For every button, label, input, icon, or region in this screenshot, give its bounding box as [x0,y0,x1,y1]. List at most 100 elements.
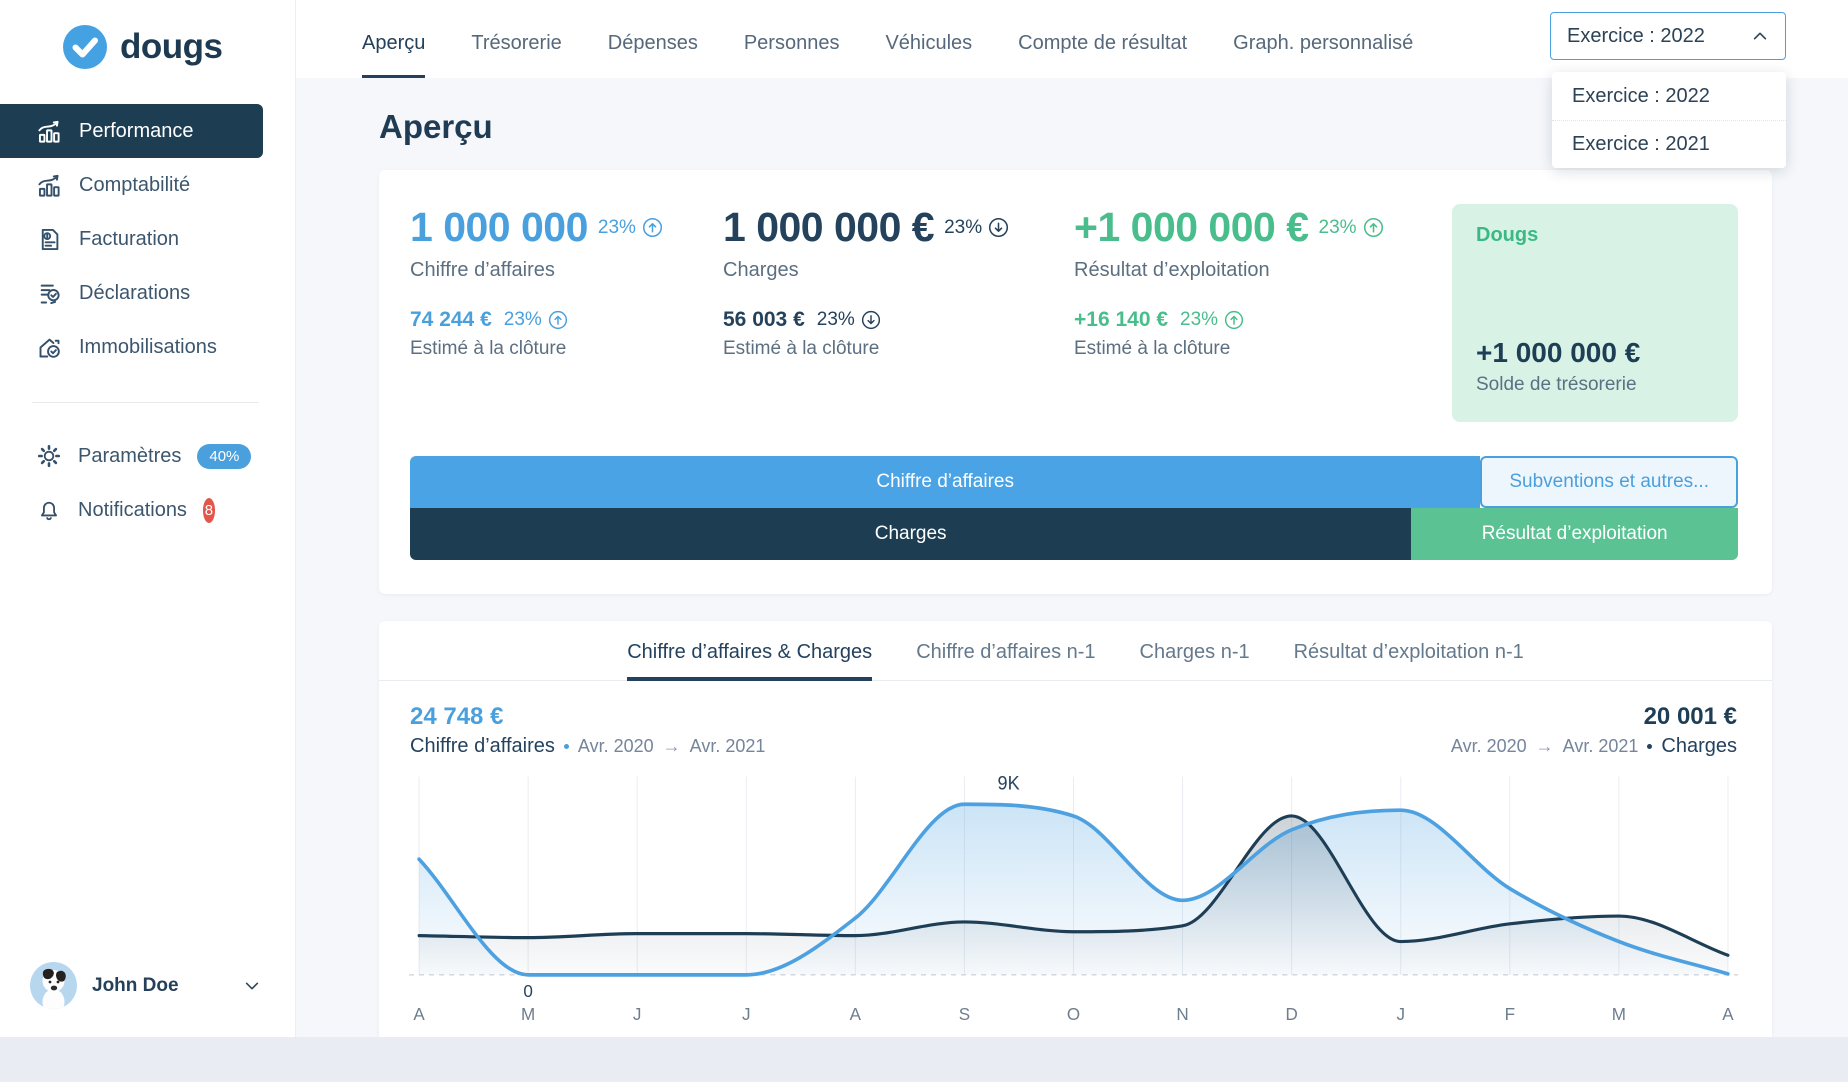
trend-down-circle-icon [861,310,881,330]
chevron-up-icon [1751,27,1769,45]
stat-change: 23% [1318,216,1357,238]
tab-personnes[interactable]: Personnes [743,32,840,54]
stat-value: 1 000 000 [410,204,588,250]
sidebar-item-label: Déclarations [79,281,191,304]
dot-separator [563,744,569,749]
legend-series-name: Chiffre d’affaires [410,735,555,757]
estimate-label: Estimé à la clôture [1074,338,1231,359]
trend-up-circle-icon [642,217,663,238]
trend-up-circle-icon [1224,310,1244,330]
house-check-icon [36,334,63,361]
legend-charges: 20 001 € Avr. 2020 → Avr. 2021 Charges [1451,703,1737,758]
chart-tab-resultat-n1[interactable]: Résultat d’exploitation n-1 [1293,640,1524,663]
chart-tab-ca-charges[interactable]: Chiffre d’affaires & Charges [627,621,873,681]
exercice-select-button[interactable]: Exercice : 2022 [1550,12,1786,60]
legend-chiffre-daffaires: 24 748 € Chiffre d’affaires Avr. 2020 → … [410,703,765,758]
desktop-background-strip [0,1037,1848,1082]
stat-label: Résultat d’exploitation [1074,259,1270,281]
chart-tabs: Chiffre d’affaires & Charges Chiffre d’a… [379,621,1772,681]
tab-compte-de-resultat[interactable]: Compte de résultat [1018,32,1188,54]
chart-card: Chiffre d’affaires & Charges Chiffre d’a… [379,621,1772,1037]
estimate-value: 74 244 € [410,308,492,331]
bar-segment-resultat[interactable]: Résultat d’exploitation [1411,508,1738,560]
svg-text:J: J [742,1004,751,1024]
stat-change: 23% [597,216,636,238]
arrow-right-icon: → [662,736,681,756]
sidebar-item-label: Performance [79,119,194,142]
stat-resultat-exploitation: +1 000 000 € 23% Résultat d’exploitation… [1074,204,1448,422]
trend-down-circle-icon [988,217,1009,238]
revenue-bar-row: Chiffre d’affaires Subventions et autres… [410,456,1738,508]
sidebar-item-facturation[interactable]: Facturation [0,212,263,266]
estimate-value: +16 140 € [1074,308,1169,331]
bar-segment-chiffre-daffaires[interactable]: Chiffre d’affaires [410,456,1481,508]
exercice-option-2021[interactable]: Exercice : 2021 [1552,120,1786,168]
svg-text:A: A [1722,1004,1734,1024]
treasury-label: Solde de trésorerie [1476,374,1637,395]
bar-chart-icon [36,118,63,145]
treasury-value: +1 000 000 € [1476,337,1641,368]
estimate-change: 23% [1180,309,1219,330]
stat-label: Chiffre d’affaires [410,259,555,281]
exercice-selected-value: Exercice : 2022 [1567,24,1705,47]
chart-tab-ca-n1[interactable]: Chiffre d’affaires n-1 [916,640,1096,663]
sidebar-item-label: Facturation [79,227,180,250]
legend-value: 24 748 € [410,703,504,730]
sidebar-item-label: Comptabilité [79,173,191,196]
arrow-right-icon: → [1535,736,1554,756]
bar-segment-charges[interactable]: Charges [410,508,1412,560]
tab-vehicules[interactable]: Véhicules [885,32,973,54]
chart-tab-charges-n1[interactable]: Charges n-1 [1139,640,1250,663]
legend-value: 20 001 € [1643,703,1737,730]
user-menu[interactable]: John Doe [0,962,295,1037]
bar-segment-label: Chiffre d’affaires [876,471,1014,492]
tab-apercu[interactable]: Aperçu [362,0,426,78]
estimate-change: 23% [816,309,855,330]
trend-up-circle-icon [1363,217,1384,238]
legend-period-to: Avr. 2021 [689,736,766,756]
main-area: Aperçu Trésorerie Dépenses Personnes Véh… [296,0,1848,1037]
bell-icon [36,497,62,524]
svg-text:F: F [1505,1004,1515,1024]
stat-label: Charges [723,259,799,281]
sidebar-item-declarations[interactable]: Déclarations [0,266,263,320]
svg-text:M: M [1612,1004,1626,1024]
tab-tresorerie[interactable]: Trésorerie [471,32,562,54]
sidebar-item-performance[interactable]: Performance [0,104,263,158]
exercice-option-2022[interactable]: Exercice : 2022 [1572,84,1710,107]
sidebar-nav: Performance Comptabilité Facturation Déc… [0,104,295,374]
tab-depenses[interactable]: Dépenses [607,32,698,54]
exercice-dropdown-menu: Exercice : 2022 Exercice : 2021 [1552,72,1786,168]
svg-text:J: J [1396,1004,1405,1024]
sidebar-item-comptabilite[interactable]: Comptabilité [0,158,263,212]
svg-text:D: D [1285,1004,1297,1024]
legend-period-to: Avr. 2021 [1562,736,1639,756]
sidebar-item-label: Paramètres [78,444,182,467]
sidebar-item-parametres[interactable]: Paramètres 40% [0,429,263,483]
chevron-down-icon [243,977,261,995]
notifications-count-badge: 8 [202,497,215,523]
logo[interactable]: dougs [0,0,295,78]
legend-period-from: Avr. 2020 [1450,736,1527,756]
chart-legend-row: 24 748 € Chiffre d’affaires Avr. 2020 → … [379,681,1772,758]
user-name: John Doe [92,974,179,996]
svg-text:M: M [521,1004,535,1024]
page-title: Aperçu [379,108,493,145]
treasury-company: Dougs [1476,224,1539,246]
svg-text:S: S [959,1004,970,1024]
svg-text:N: N [1176,1004,1188,1024]
sidebar-item-notifications[interactable]: Notifications 8 [0,483,263,537]
stats-row: 1 000 000 23% Chiffre d’affaires 74 244 … [410,204,1738,422]
sidebar-divider [32,402,259,403]
sidebar-item-label: Notifications [78,498,187,521]
estimate-change: 23% [503,309,542,330]
stat-charges: 1 000 000 € 23% Charges 56 003 € 23% Est… [723,204,1074,422]
sidebar-item-immobilisations[interactable]: Immobilisations [0,320,263,374]
sidebar-item-label: Immobilisations [79,335,217,358]
tab-graph-personnalise[interactable]: Graph. personnalisé [1233,32,1414,54]
line-chart-area[interactable]: A M J J A S O N D J F M A 9K 0 [405,764,1742,1036]
bar-segment-subventions[interactable]: Subventions et autres... [1480,456,1738,508]
overview-card: 1 000 000 23% Chiffre d’affaires 74 244 … [379,170,1772,594]
estimate-label: Estimé à la clôture [723,338,880,359]
composition-bars: Chiffre d’affaires Subventions et autres… [410,456,1738,560]
